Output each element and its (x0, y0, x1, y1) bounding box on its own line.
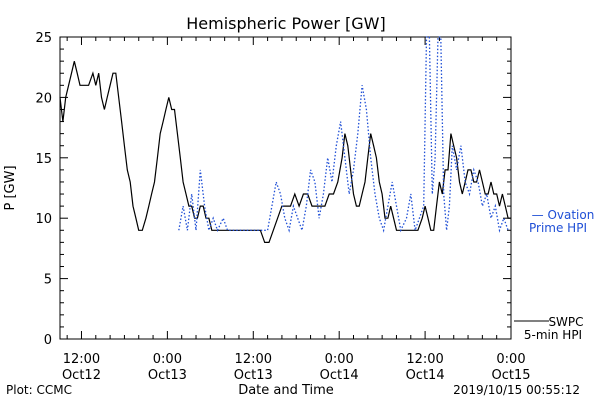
legend-swpc: SWPC 5-min HPI (514, 315, 584, 342)
x-tick-label-time: 12:00 (406, 352, 443, 367)
x-axis-ticks: 12:00Oct120:00Oct1312:00Oct130:00Oct1412… (62, 37, 531, 383)
series-ovation-line (178, 36, 509, 233)
y-tick-label: 5 (44, 273, 52, 288)
x-tick-label-time: 12:00 (63, 352, 100, 367)
x-tick-label-date: Oct14 (320, 368, 359, 383)
x-tick-label-date: Oct14 (406, 368, 445, 383)
legend-ovation-line1: — Ovation (532, 208, 595, 222)
chart-title: Hemispheric Power [GW] (186, 14, 385, 33)
x-tick-label-time: 12:00 (235, 352, 272, 367)
footer-plot-source: Plot: CCMC (6, 383, 72, 397)
x-tick-label-date: Oct12 (62, 368, 101, 383)
x-tick-label-date: Oct15 (491, 368, 530, 383)
y-axis-label: P [GW] (3, 165, 18, 210)
x-axis-label: Date and Time (238, 383, 334, 398)
x-tick-label-time: 0:00 (153, 352, 182, 367)
series-swpc-line (59, 61, 511, 243)
legend-swpc-line2: 5-min HPI (524, 328, 582, 342)
y-tick-label: 0 (44, 333, 52, 348)
plot-frame (59, 36, 512, 340)
legend-swpc-line1: SWPC (548, 315, 583, 329)
legend-ovation-line2: Prime HPI (529, 221, 587, 235)
y-tick-label: 10 (35, 212, 52, 227)
x-tick-label-date: Oct13 (148, 368, 187, 383)
y-tick-label: 15 (35, 152, 52, 167)
series-group (59, 36, 511, 243)
y-tick-label: 20 (35, 91, 52, 106)
footer-timestamp: 2019/10/15 00:55:12 (453, 383, 580, 397)
y-tick-label: 25 (35, 31, 52, 46)
x-tick-label-time: 0:00 (496, 352, 525, 367)
x-tick-label-time: 0:00 (325, 352, 354, 367)
y-axis-ticks: 0 5 10 15 20 25 (35, 31, 511, 348)
legend-ovation: — Ovation Prime HPI (529, 208, 594, 235)
x-tick-label-date: Oct13 (234, 368, 273, 383)
